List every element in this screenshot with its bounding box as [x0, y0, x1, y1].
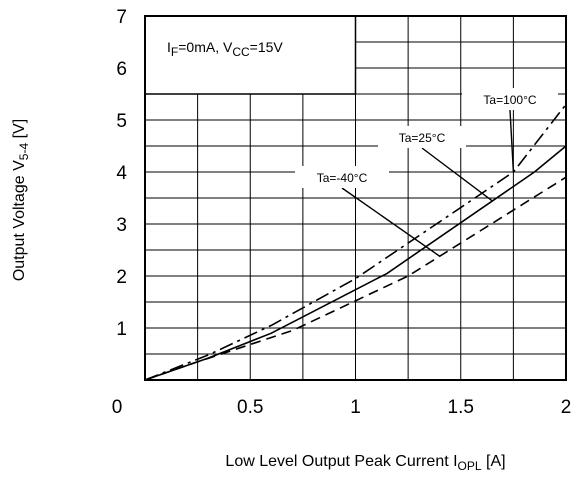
y-tick-label: 2 [116, 267, 127, 288]
annotation-label-bg [462, 88, 558, 110]
x-tick-labels: 0 0.5 1 1.5 2 [112, 397, 572, 418]
y-tick-label: 1 [116, 319, 127, 340]
x-tick-label: 0.5 [237, 397, 263, 418]
x-tick-label: 1 [350, 397, 361, 418]
annotation-label: Ta=100°C [483, 93, 537, 107]
condition-box-frame [144, 15, 357, 95]
annotation-labels: Ta=-40°C Ta=25°C Ta=100°C [295, 88, 558, 188]
y-tick-label: 5 [116, 111, 127, 132]
annotation-label: Ta=25°C [399, 131, 446, 145]
y-tick-label: 7 [116, 7, 127, 28]
y-tick-labels: 1 2 3 4 5 6 7 [116, 7, 127, 340]
x-axis-label: Low Level Output Peak Current IOPL [A] [225, 453, 505, 473]
annotation-label-bg [295, 166, 389, 188]
x-tick-label: 1.5 [448, 397, 474, 418]
x-tick-label: 2 [561, 397, 572, 418]
annotation-leader [341, 187, 441, 257]
y-axis-label: Output Voltage V5-4 [V] [11, 119, 31, 281]
annotation-leaders [341, 109, 515, 257]
y-tick-label: 6 [116, 59, 127, 80]
annotation-label: Ta=-40°C [317, 171, 368, 185]
plot-frame [144, 15, 567, 381]
y-tick-label: 3 [116, 215, 127, 236]
y-tick-label: 4 [116, 163, 127, 184]
annotation-label-bg [378, 126, 466, 148]
annotation-leader [509, 109, 515, 173]
condition-box: IF=0mA, VCC=15V [144, 15, 357, 95]
series-line-3 [144, 103, 567, 381]
x-tick-label: 0 [112, 397, 123, 418]
annotation-leader [421, 147, 493, 202]
condition-text: IF=0mA, VCC=15V [167, 39, 283, 59]
series-lines [144, 103, 567, 381]
series-line-2 [144, 145, 567, 381]
